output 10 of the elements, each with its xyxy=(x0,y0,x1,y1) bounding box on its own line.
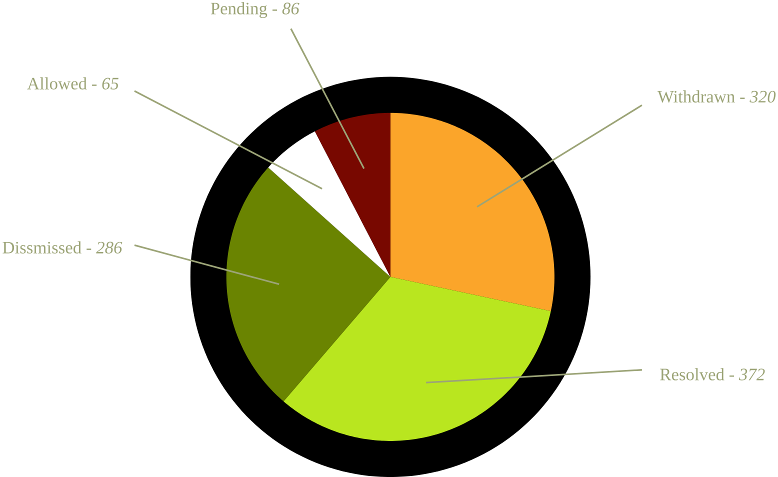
slice-label: Pending xyxy=(210,2,268,18)
data-label: - 372 xyxy=(730,368,765,380)
slice-label: Withdrawn xyxy=(657,90,735,103)
slice-label: Allowed xyxy=(27,77,87,90)
data-label: - 65 xyxy=(92,78,118,90)
slice-label: Resolved xyxy=(660,368,724,380)
data-label: - 286 xyxy=(86,242,122,254)
data-label: - 320 xyxy=(740,90,776,103)
slice-label: Dissmissed xyxy=(2,241,82,254)
data-label: - 86 xyxy=(272,2,300,14)
